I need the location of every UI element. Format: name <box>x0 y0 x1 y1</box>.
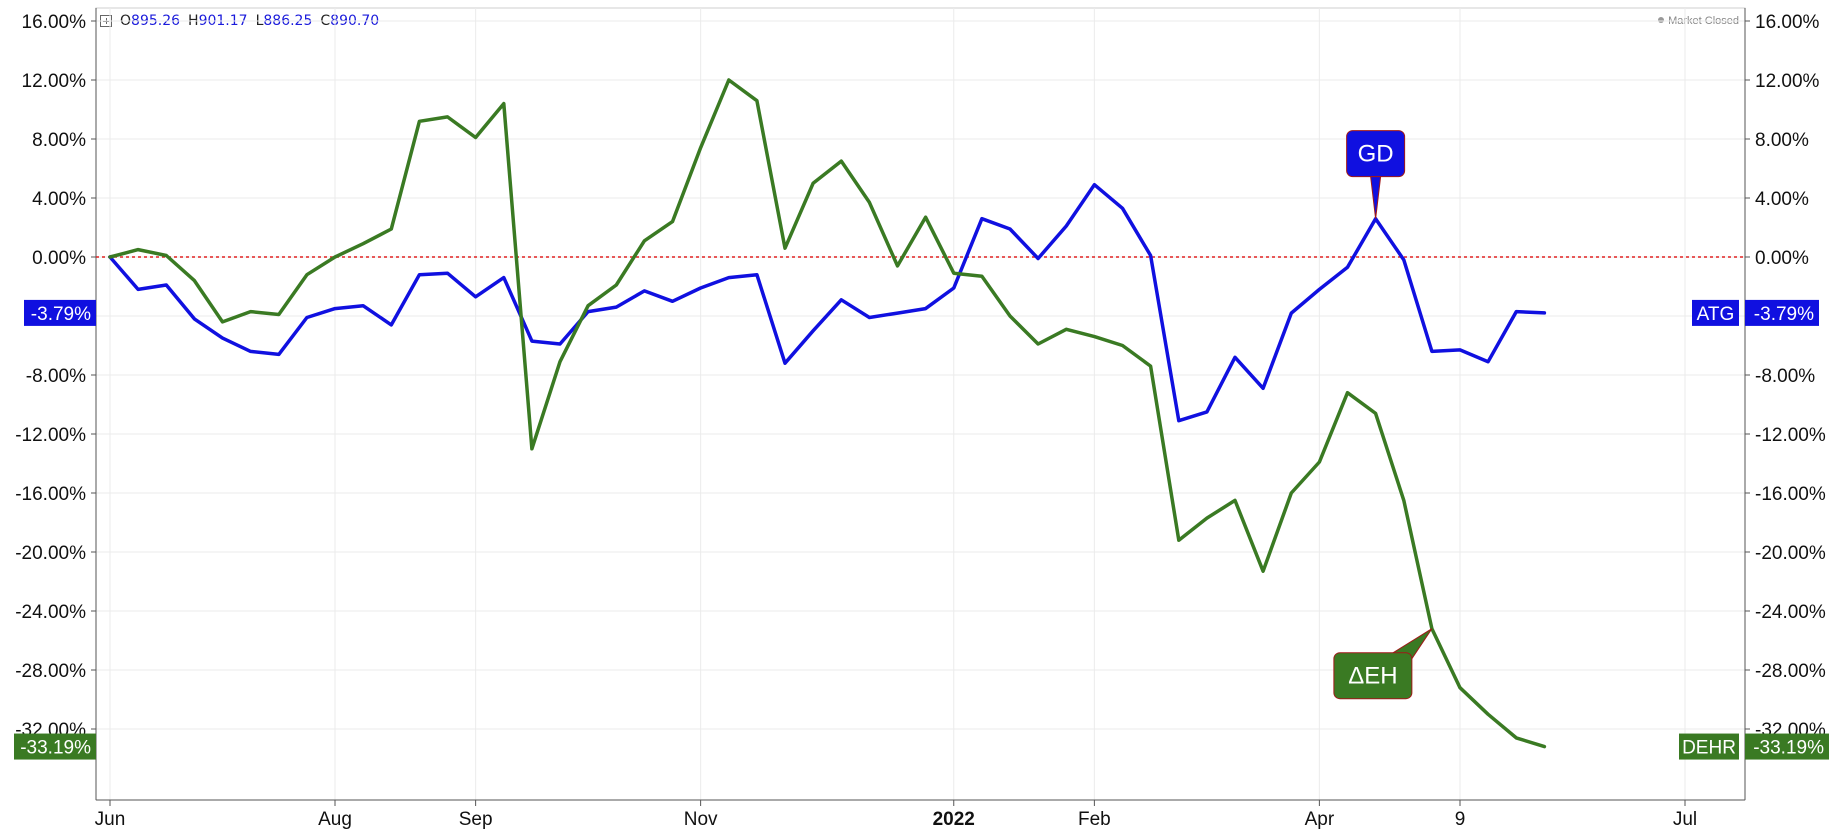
y-tick-label-right: 0.00% <box>1755 248 1809 269</box>
y-tick-label-left: 4.00% <box>32 189 86 210</box>
y-tick-label-right: -12.00% <box>1755 425 1826 446</box>
x-tick-label: Sep <box>459 809 493 830</box>
left-value-badge-atg: -3.79% <box>31 304 91 325</box>
callout-label-deh: ΔEH <box>1348 663 1397 690</box>
symbol-badge-atg-bg <box>1692 299 1739 326</box>
right-value-badge-atg: -3.79% <box>1754 304 1814 325</box>
x-tick-label: 2022 <box>933 809 975 830</box>
y-tick-label-left: -8.00% <box>26 366 86 387</box>
y-tick-label-right: 16.00% <box>1755 12 1820 33</box>
series-line-dehr <box>108 78 1547 749</box>
x-tick-label: Feb <box>1078 809 1111 830</box>
x-tick-label: Aug <box>318 809 352 830</box>
x-tick-label: Jun <box>95 809 126 830</box>
callout-box-deh <box>1333 652 1413 700</box>
y-tick-label-left: -28.00% <box>15 661 86 682</box>
left-value-badge-dehr-bg <box>14 733 96 760</box>
symbol-badge-dehr: DEHR <box>1682 738 1736 759</box>
y-tick-label-left: 8.00% <box>32 130 86 151</box>
y-tick-label-right: -20.00% <box>1755 543 1826 564</box>
left-value-badge-dehr: -33.19% <box>20 738 91 759</box>
y-tick-label-left: 16.00% <box>22 12 87 33</box>
y-tick-label-right: 4.00% <box>1755 189 1809 210</box>
callout-pointer-gd <box>1370 176 1382 219</box>
y-tick-label-right: 8.00% <box>1755 130 1809 151</box>
y-tick-label-right: -8.00% <box>1755 366 1815 387</box>
y-tick-label-left: -16.00% <box>15 484 86 505</box>
y-tick-label-left: 12.00% <box>22 71 87 92</box>
y-tick-label-left: -24.00% <box>15 602 86 623</box>
status-dot-icon <box>1658 17 1665 24</box>
symbol-badge-dehr-bg <box>1679 733 1739 760</box>
x-tick-label: Nov <box>684 809 718 830</box>
y-tick-label-left: -20.00% <box>15 543 86 564</box>
left-value-badge-atg-bg <box>24 299 96 326</box>
right-value-badge-dehr: -33.19% <box>1753 738 1824 759</box>
y-tick-label-right: -16.00% <box>1755 484 1826 505</box>
y-tick-label-left: -12.00% <box>15 425 86 446</box>
symbol-badge-atg: ATG <box>1697 304 1735 325</box>
right-value-badge-atg-bg <box>1745 299 1819 326</box>
y-tick-label-right: -24.00% <box>1755 602 1826 623</box>
series-line-atg <box>108 182 1547 423</box>
plot-frame <box>95 7 1746 801</box>
x-tick-label: Apr <box>1305 809 1335 830</box>
right-value-badge-dehr-bg <box>1745 733 1829 760</box>
y-tick-label-left: 0.00% <box>32 248 86 269</box>
callout-label-gd: GD <box>1358 141 1394 168</box>
x-tick-label: Jul <box>1673 809 1697 830</box>
y-tick-label-right: 12.00% <box>1755 71 1820 92</box>
x-tick-label: 9 <box>1455 809 1466 830</box>
y-tick-label-right: -28.00% <box>1755 661 1826 682</box>
